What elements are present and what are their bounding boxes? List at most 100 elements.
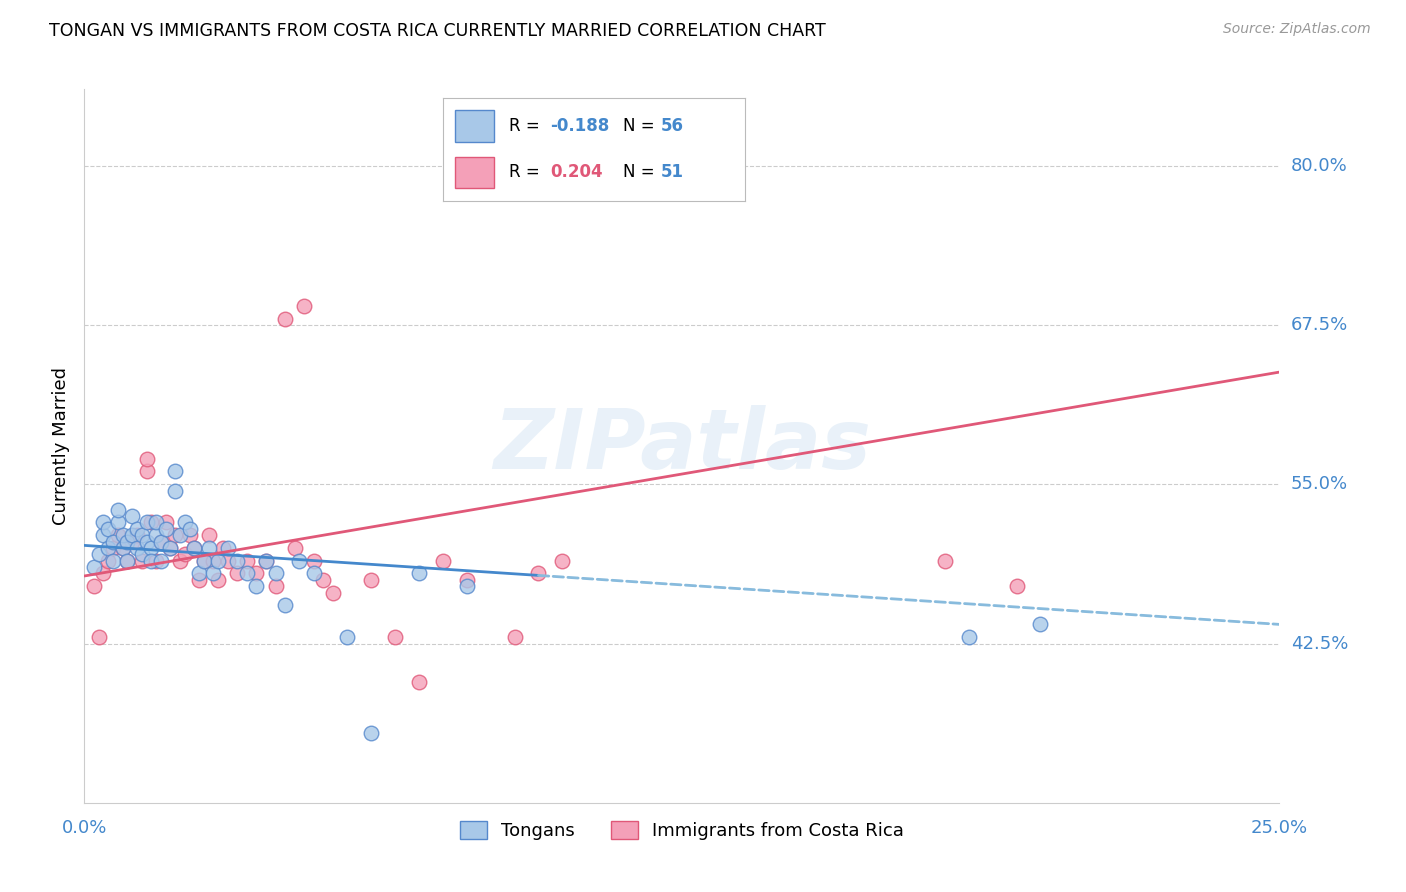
Point (159, 541, 181, 555)
Point (207, 573, 229, 587)
Point (87, 630, 110, 644)
Point (527, 566, 550, 581)
Point (432, 554, 454, 568)
Point (264, 579, 287, 593)
Legend: Tongans, Immigrants from Costa Rica: Tongans, Immigrants from Costa Rica (453, 814, 911, 847)
Point (288, 554, 311, 568)
Point (135, 465, 157, 479)
Point (188, 573, 211, 587)
Point (336, 630, 359, 644)
Point (360, 725, 382, 739)
Point (360, 573, 382, 587)
Point (111, 541, 134, 555)
Point (101, 541, 124, 555)
Point (159, 541, 181, 555)
Point (384, 630, 406, 644)
Point (83, 560, 105, 574)
Point (236, 566, 259, 581)
Point (121, 509, 143, 524)
Point (117, 534, 139, 549)
Point (408, 674, 430, 689)
Point (217, 554, 239, 568)
Point (101, 534, 124, 549)
Point (125, 528, 148, 542)
Text: 56: 56 (661, 118, 683, 136)
Point (97, 522, 120, 536)
Point (274, 599, 297, 613)
Point (217, 541, 239, 555)
Text: 55.0%: 55.0% (1291, 475, 1348, 493)
Y-axis label: Currently Married: Currently Married (52, 367, 70, 525)
Point (264, 566, 287, 581)
Point (173, 516, 195, 530)
Point (145, 528, 167, 542)
Point (117, 554, 139, 568)
Point (155, 516, 177, 530)
Point (83, 579, 105, 593)
Text: 25.0%: 25.0% (1251, 820, 1308, 838)
Point (93, 566, 115, 581)
Point (111, 541, 134, 555)
Point (169, 554, 191, 568)
Text: N =: N = (623, 118, 659, 136)
Text: 51: 51 (661, 163, 683, 181)
Point (408, 566, 430, 581)
Point (125, 541, 148, 555)
Text: 0.204: 0.204 (550, 163, 603, 181)
Point (131, 547, 153, 561)
Point (202, 554, 225, 568)
Point (188, 566, 211, 581)
Point (245, 579, 267, 593)
Point (173, 547, 195, 561)
Point (107, 528, 129, 542)
Point (193, 554, 215, 568)
Point (197, 541, 219, 555)
Point (183, 541, 205, 555)
Text: 80.0%: 80.0% (1291, 157, 1347, 175)
Point (87, 547, 110, 561)
Point (226, 566, 249, 581)
Point (226, 554, 249, 568)
Point (117, 554, 139, 568)
Point (149, 534, 172, 549)
Point (107, 516, 129, 530)
Point (111, 528, 134, 542)
Point (456, 573, 478, 587)
Point (456, 579, 478, 593)
Point (141, 516, 163, 530)
Point (934, 554, 956, 568)
Point (97, 554, 120, 568)
Point (141, 541, 163, 555)
Point (149, 554, 172, 568)
Text: -0.188: -0.188 (550, 118, 609, 136)
Point (1029, 617, 1052, 632)
Point (254, 554, 277, 568)
Point (179, 528, 201, 542)
Point (212, 541, 235, 555)
Point (207, 554, 229, 568)
Point (274, 311, 297, 326)
Point (135, 534, 157, 549)
Point (1005, 579, 1028, 593)
Point (503, 630, 526, 644)
Text: ZIPatlas: ZIPatlas (494, 406, 870, 486)
Point (131, 554, 153, 568)
Text: 0.0%: 0.0% (62, 820, 107, 838)
Text: N =: N = (623, 163, 659, 181)
FancyBboxPatch shape (456, 111, 495, 142)
Point (292, 299, 315, 313)
Point (141, 554, 163, 568)
Point (125, 522, 148, 536)
Text: R =: R = (509, 118, 546, 136)
Point (165, 465, 187, 479)
Point (107, 502, 129, 516)
Point (121, 534, 143, 549)
Point (121, 528, 143, 542)
Point (957, 630, 980, 644)
Point (179, 522, 201, 536)
Point (197, 528, 219, 542)
Point (165, 528, 187, 542)
Text: 42.5%: 42.5% (1291, 634, 1348, 653)
Point (165, 483, 187, 498)
Point (254, 554, 277, 568)
